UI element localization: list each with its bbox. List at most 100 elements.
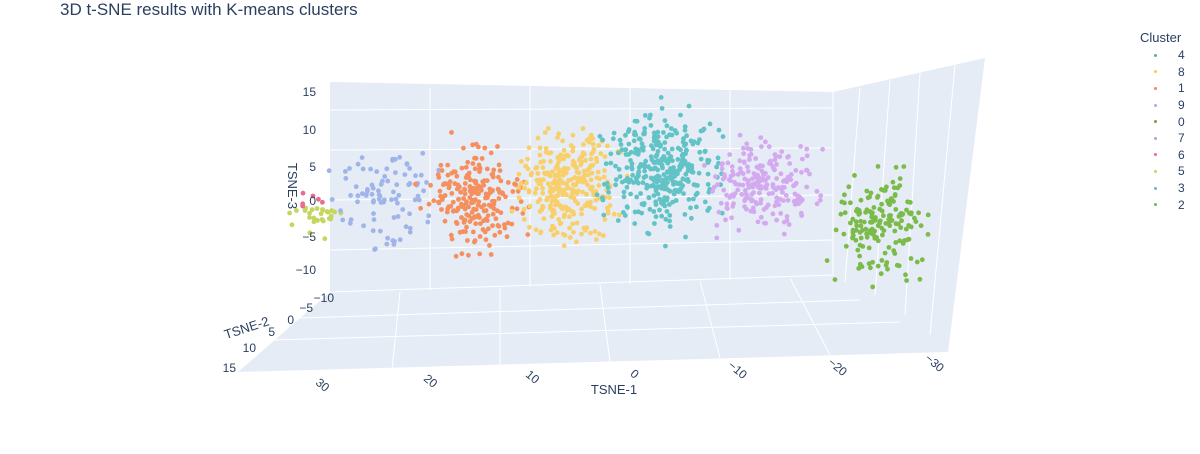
point-cluster-2	[883, 221, 889, 226]
right-wall-pane	[833, 58, 985, 352]
point-cluster-1	[483, 191, 489, 197]
legend-item-9[interactable]: 9	[1140, 97, 1198, 114]
point-cluster-3	[658, 160, 664, 166]
point-cluster-3	[603, 161, 609, 167]
point-cluster-3	[642, 168, 647, 174]
point-cluster-2	[908, 224, 914, 230]
point-cluster-2	[891, 199, 896, 204]
point-cluster-6	[300, 201, 306, 207]
point-cluster-9	[778, 197, 783, 202]
z-tick-label: −10	[296, 263, 317, 277]
z-tick-label: 0	[309, 194, 316, 208]
point-cluster-8	[588, 186, 593, 192]
point-cluster-2	[857, 229, 863, 235]
point-cluster-3	[610, 136, 616, 142]
point-cluster-9	[777, 154, 783, 160]
point-cluster-9	[793, 168, 799, 173]
point-cluster-2	[886, 245, 892, 250]
point-cluster-3	[633, 146, 638, 152]
point-cluster-2	[848, 220, 853, 226]
point-cluster-1	[488, 252, 494, 257]
point-cluster-8	[560, 138, 565, 144]
point-cluster-1	[477, 251, 483, 257]
point-cluster-3	[634, 118, 640, 124]
z-tick-label: −10	[314, 291, 335, 305]
point-cluster-2	[859, 264, 865, 270]
point-cluster-9	[737, 166, 743, 172]
point-cluster-3	[668, 126, 674, 131]
point-cluster-8	[561, 214, 567, 220]
point-cluster-7	[348, 193, 353, 198]
point-cluster-9	[751, 190, 756, 196]
point-cluster-1	[460, 229, 466, 235]
point-cluster-8	[550, 210, 556, 216]
legend-item-0[interactable]: 0	[1140, 113, 1198, 130]
legend-item-3[interactable]: 3	[1140, 180, 1198, 197]
point-cluster-3	[648, 175, 654, 181]
point-cluster-3	[664, 197, 670, 203]
point-cluster-9	[796, 201, 801, 207]
point-cluster-7	[407, 225, 413, 231]
point-cluster-9	[785, 197, 791, 203]
point-cluster-8	[581, 142, 586, 147]
axis-label-tsne2: TSNE-2	[222, 313, 271, 342]
point-cluster-1	[497, 168, 503, 174]
point-cluster-2	[846, 184, 852, 190]
point-cluster-2	[916, 210, 921, 216]
point-cluster-8	[580, 126, 586, 131]
point-cluster-8	[534, 164, 540, 170]
point-cluster-1	[454, 186, 460, 192]
point-cluster-2	[925, 212, 931, 218]
point-cluster-9	[804, 184, 810, 190]
point-cluster-3	[677, 188, 683, 194]
point-cluster-8	[537, 180, 543, 186]
point-cluster-1	[418, 205, 423, 211]
legend-item-7[interactable]: 7	[1140, 130, 1198, 147]
point-cluster-7	[393, 196, 399, 202]
legend-item-5[interactable]: 5	[1140, 163, 1198, 180]
point-cluster-3	[682, 143, 687, 149]
point-cluster-1	[514, 177, 520, 182]
chart-title: 3D t-SNE results with K-means clusters	[60, 0, 358, 19]
point-cluster-8	[561, 204, 566, 210]
legend-item-4[interactable]: 4	[1140, 47, 1198, 64]
point-cluster-7	[395, 214, 401, 219]
point-cluster-2	[901, 164, 907, 170]
point-cluster-2	[903, 272, 908, 278]
point-cluster-3	[694, 190, 700, 196]
point-cluster-8	[541, 177, 546, 183]
legend-item-1[interactable]: 1	[1140, 80, 1198, 97]
point-cluster-9	[800, 156, 805, 162]
point-cluster-7	[397, 154, 403, 160]
point-cluster-1	[495, 144, 500, 149]
back-wall-pane	[330, 82, 833, 292]
point-cluster-9	[718, 200, 724, 206]
point-cluster-3	[702, 199, 708, 205]
legend-marker-icon	[1140, 203, 1170, 207]
point-cluster-8	[579, 206, 584, 212]
point-cluster-1	[452, 181, 458, 187]
point-cluster-1	[490, 174, 496, 180]
point-cluster-3	[636, 169, 642, 175]
point-cluster-8	[537, 145, 543, 151]
point-cluster-8	[570, 221, 576, 227]
point-cluster-2	[892, 228, 898, 234]
point-cluster-7	[364, 192, 369, 197]
point-cluster-9	[719, 161, 725, 167]
point-cluster-3	[663, 243, 668, 249]
point-cluster-9	[751, 209, 757, 215]
legend-item-2[interactable]: 2	[1140, 196, 1198, 213]
point-cluster-9	[799, 169, 804, 175]
point-cluster-1	[464, 224, 469, 230]
point-cluster-7	[355, 193, 361, 199]
point-cluster-3	[645, 230, 650, 236]
point-cluster-8	[522, 217, 527, 222]
point-cluster-2	[842, 192, 847, 198]
legend-item-6[interactable]: 6	[1140, 147, 1198, 164]
point-cluster-9	[745, 194, 750, 200]
point-cluster-1	[465, 238, 470, 243]
legend-item-8[interactable]: 8	[1140, 64, 1198, 81]
point-cluster-9	[818, 193, 824, 199]
z-tick-label: 15	[303, 85, 317, 99]
